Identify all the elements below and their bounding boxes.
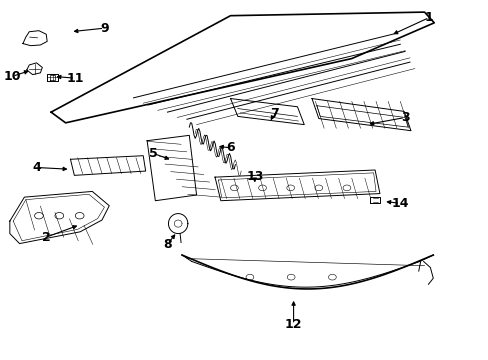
Text: 14: 14 — [391, 197, 408, 210]
Text: 6: 6 — [226, 141, 234, 154]
Text: 5: 5 — [148, 147, 157, 160]
Text: 11: 11 — [66, 72, 84, 85]
Text: 12: 12 — [284, 318, 302, 331]
Text: 3: 3 — [400, 111, 408, 124]
Text: 13: 13 — [245, 170, 263, 183]
Text: 4: 4 — [32, 161, 41, 174]
Text: 10: 10 — [3, 70, 21, 83]
Text: 1: 1 — [424, 11, 433, 24]
Text: 7: 7 — [269, 107, 278, 120]
Text: 8: 8 — [163, 238, 171, 251]
Text: 9: 9 — [100, 22, 108, 35]
Text: 2: 2 — [42, 231, 50, 244]
